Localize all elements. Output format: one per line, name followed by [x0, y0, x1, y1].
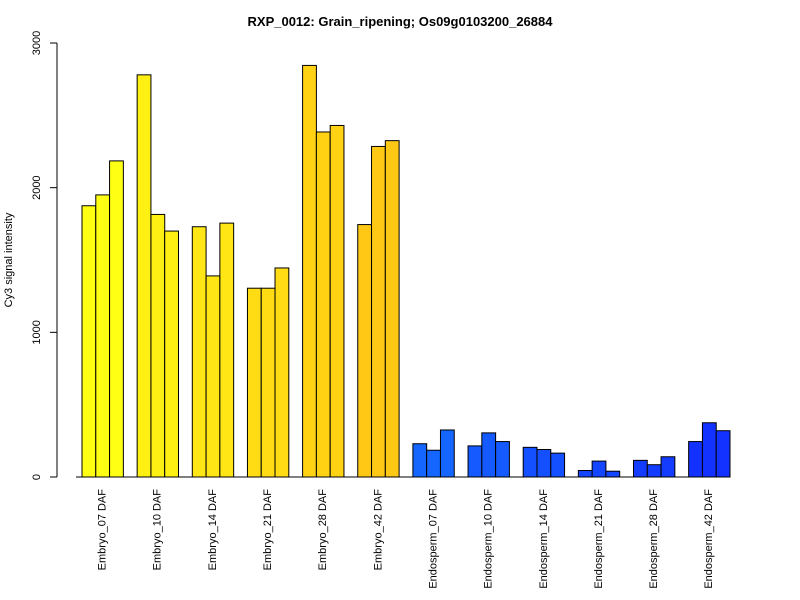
x-category-label: Embryo_07 DAF [97, 489, 109, 571]
x-category-label: Embryo_10 DAF [152, 489, 164, 571]
x-category-label: Endosperm_14 DAF [538, 489, 550, 589]
bar [150, 213, 166, 478]
chart-title: RXP_0012: Grain_ripening; Os09g0103200_2… [248, 14, 554, 29]
y-axis: 0 1000 2000 3000 [31, 31, 58, 480]
bar [260, 287, 276, 478]
x-category-label: Endosperm_21 DAF [593, 489, 605, 589]
bar [481, 432, 497, 478]
bar [274, 267, 290, 478]
bar [371, 145, 386, 478]
bar [646, 464, 662, 478]
bar [632, 459, 648, 478]
y-tick-label: 3000 [31, 31, 43, 55]
y-tick-label: 2000 [31, 175, 43, 199]
bar [191, 226, 207, 478]
bar [660, 456, 676, 478]
y-axis-label: Cy3 signal intensity [3, 212, 15, 307]
bar [205, 275, 221, 478]
bars-group [81, 64, 731, 478]
bar [412, 443, 428, 478]
bar [81, 205, 97, 478]
x-category-label: Embryo_21 DAF [262, 489, 274, 571]
bar [357, 224, 373, 478]
y-tick-label: 0 [31, 474, 43, 480]
bar [495, 441, 510, 478]
bar [605, 470, 621, 478]
x-category-label: Endosperm_07 DAF [427, 489, 439, 589]
bar [384, 140, 400, 478]
bar [701, 422, 717, 478]
bar [329, 124, 345, 478]
bar [136, 74, 152, 478]
bar [315, 131, 331, 478]
bar [536, 449, 552, 478]
bar [550, 452, 566, 478]
x-category-label: Endosperm_42 DAF [703, 489, 715, 589]
bar [688, 441, 703, 478]
bar [522, 446, 538, 478]
bar [439, 429, 455, 478]
bar [95, 194, 111, 478]
bar [164, 230, 180, 478]
x-category-label: Embryo_42 DAF [372, 489, 384, 571]
x-category-label: Endosperm_28 DAF [648, 489, 660, 589]
bar [715, 430, 731, 478]
category-labels: Embryo_07 DAF Embryo_10 DAF Embryo_14 DAF E… [97, 489, 716, 589]
x-category-label: Embryo_14 DAF [207, 489, 219, 571]
x-category-label: Embryo_28 DAF [317, 489, 329, 571]
bar [577, 469, 593, 478]
bar [219, 222, 235, 478]
y-tick-label: 1000 [31, 320, 43, 344]
bar [591, 460, 607, 478]
bar [426, 449, 441, 478]
x-category-label: Endosperm_10 DAF [483, 489, 495, 589]
bar [467, 445, 483, 478]
bar [302, 64, 317, 478]
bar [109, 160, 124, 478]
bar [246, 287, 262, 478]
